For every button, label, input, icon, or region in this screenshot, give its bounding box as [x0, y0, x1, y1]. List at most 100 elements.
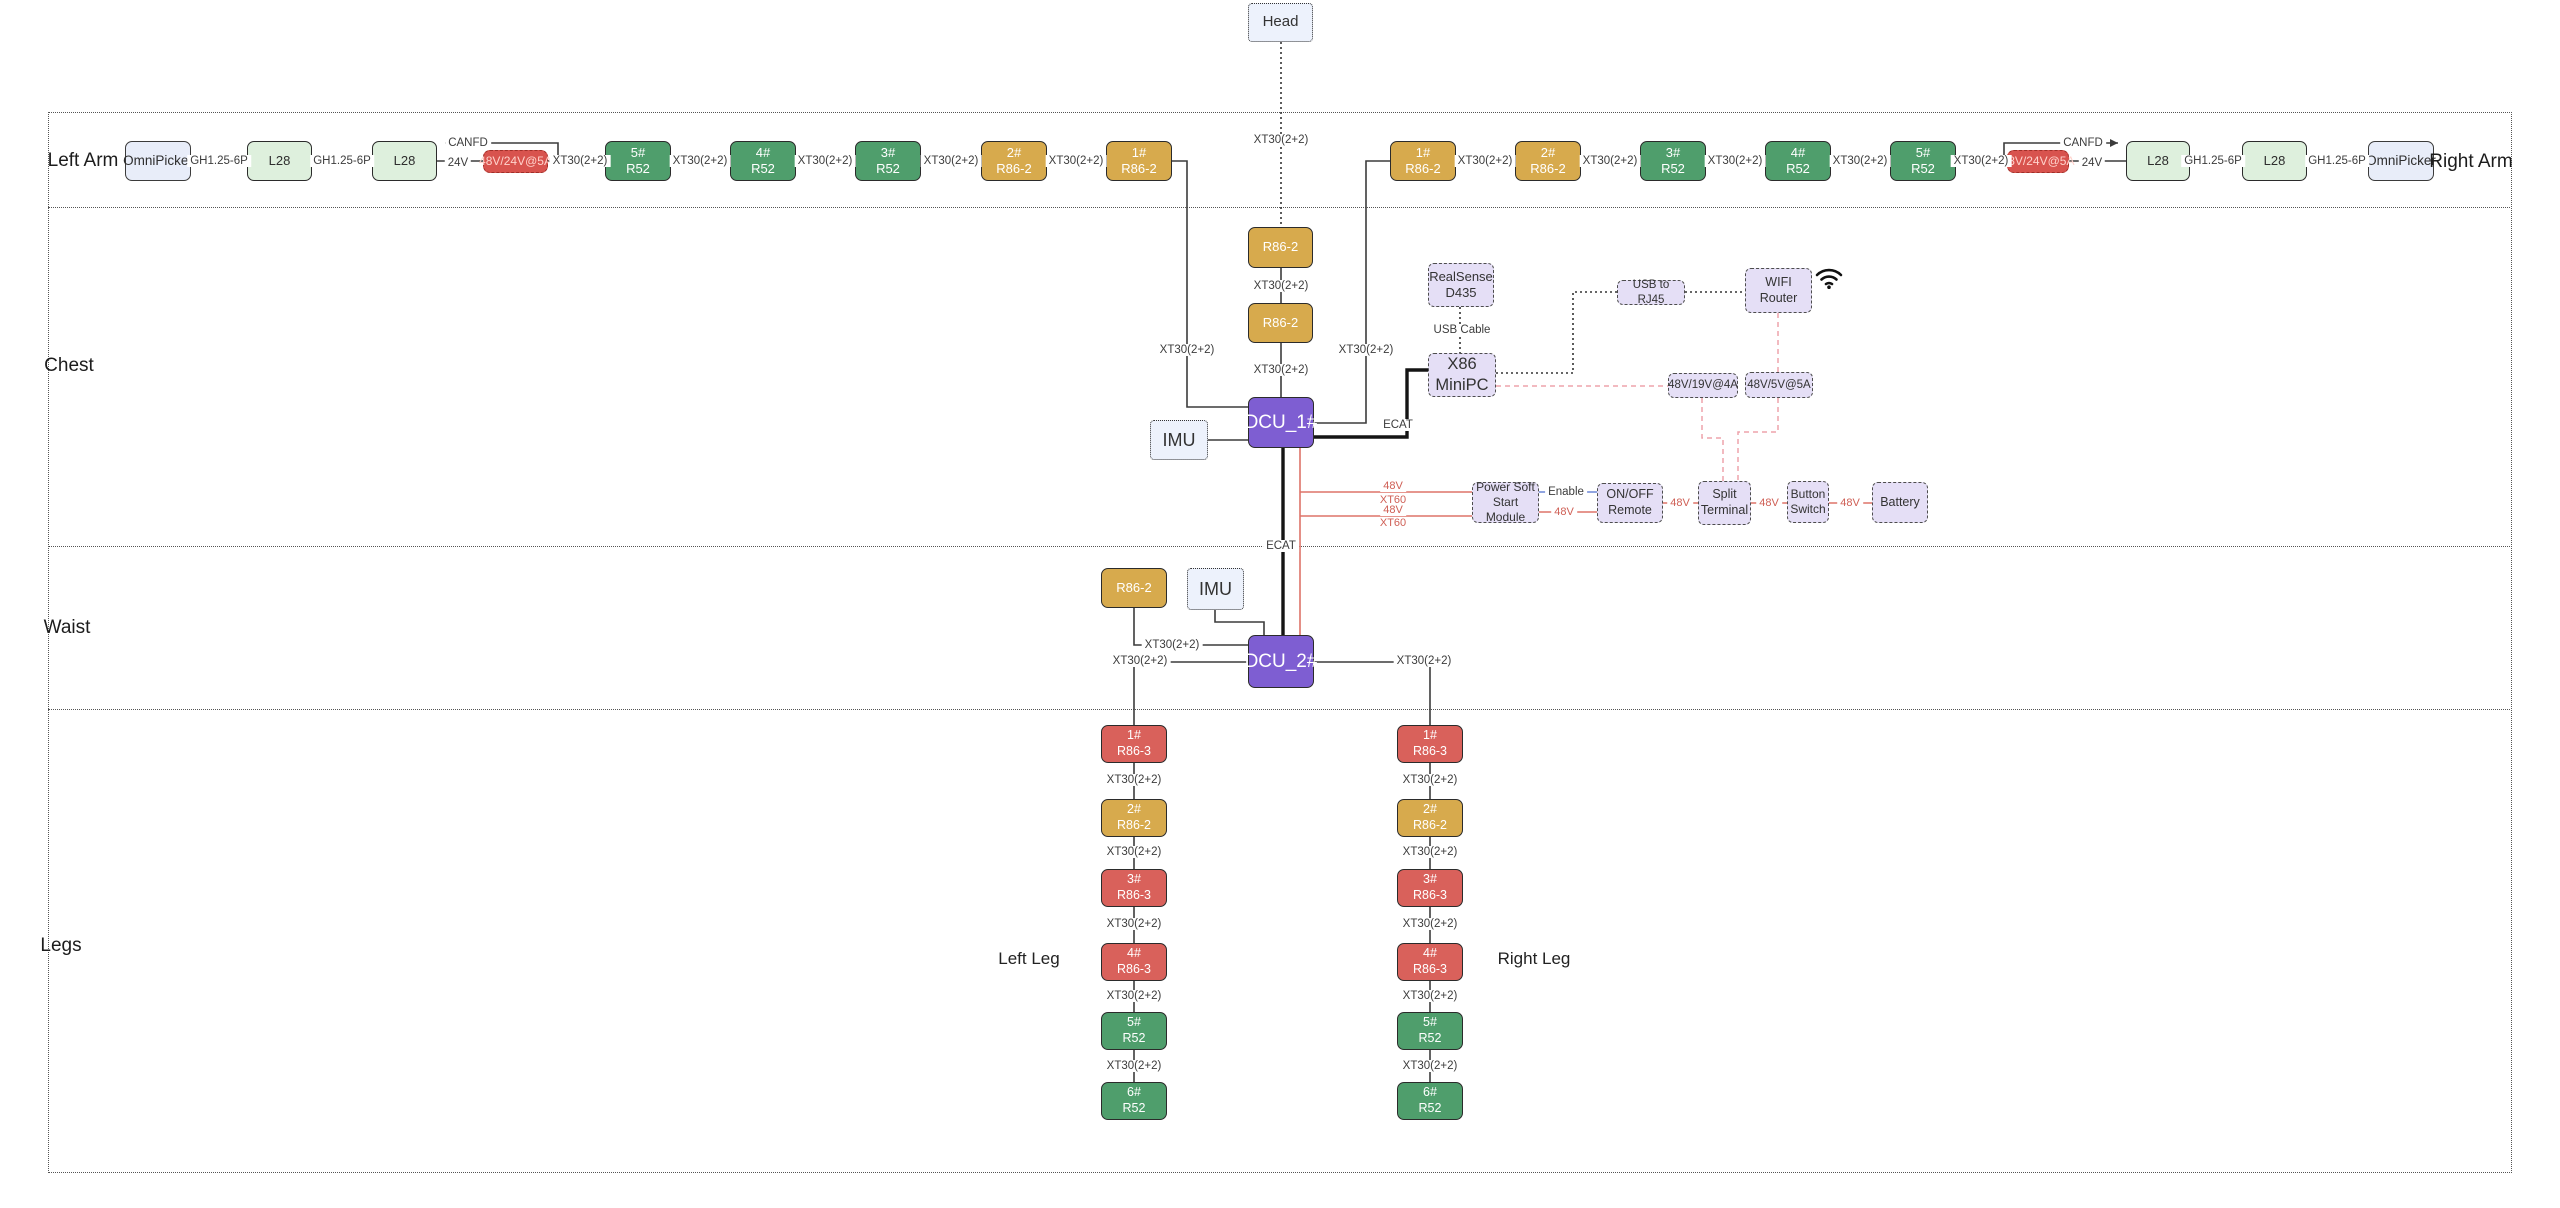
wire-label: GH1.25-6P — [2181, 155, 2245, 167]
wire-label: CANFD — [445, 137, 491, 149]
wire-label: CANFD — [2060, 137, 2106, 149]
wire-label: 48V — [1667, 497, 1693, 509]
label-legs: Legs — [40, 935, 82, 956]
left-arm-motor-5-node: 5# R52 — [605, 141, 671, 181]
edge-dcu1-to-right-arm — [1314, 160, 1390, 424]
section-divider — [48, 207, 2510, 208]
l28-left-1-node: L28 — [247, 141, 312, 181]
wire-label: 48V — [1380, 480, 1406, 492]
wire-label: GH1.25-6P — [2305, 155, 2369, 167]
right-leg-motor-2-node: 2# R86-2 — [1397, 799, 1463, 837]
section-divider — [48, 709, 2510, 710]
label-chest: Chest — [44, 355, 94, 376]
edge-dcu2-left-leg — [1133, 661, 1248, 725]
chest-motor-r86-2-a-node: R86-2 — [1248, 227, 1313, 268]
wire-label: 48V — [1837, 497, 1863, 509]
label-waist: Waist — [43, 617, 91, 638]
arrowhead-canfd-right — [2110, 139, 2118, 147]
wire-label: GH1.25-6P — [187, 155, 251, 167]
wire-label: XT30(2+2) — [1156, 344, 1218, 356]
wire-label: XT30(2+2) — [1103, 1060, 1165, 1072]
wifi-icon — [1815, 268, 1843, 289]
wire-label: XT30(2+2) — [1399, 990, 1461, 1002]
usb-to-rj45-node: USB to RJ45 — [1617, 279, 1685, 306]
right-arm-motor-2-node: 2# R86-2 — [1515, 141, 1581, 181]
wire-label: XT30(2+2) — [1950, 155, 2012, 167]
left-arm-motor-4-node: 4# R52 — [730, 141, 796, 181]
wire-label: XT30(2+2) — [1454, 155, 1516, 167]
wire-label: XT30(2+2) — [1579, 155, 1641, 167]
wire-label: Right Leg — [1497, 949, 1571, 968]
wire-label: XT30(2+2) — [1141, 639, 1203, 651]
button-switch-node: Button Switch — [1787, 481, 1829, 523]
on-off-remote-node: ON/OFF Remote — [1597, 483, 1663, 523]
right-arm-motor-3-node: 3# R52 — [1640, 141, 1706, 181]
wire-label: XT30(2+2) — [1399, 774, 1461, 786]
wire-label: XT30(2+2) — [1829, 155, 1891, 167]
wire-label: XT30(2+2) — [1250, 364, 1312, 376]
wire-label: 24V — [444, 157, 472, 169]
wire-label: 48V — [1551, 506, 1577, 518]
wire-label: XT30(2+2) — [1103, 918, 1165, 930]
head-node: Head — [1248, 3, 1313, 42]
dcu-1-node: DCU_1# — [1245, 397, 1317, 448]
left-leg-motor-5-node: 5# R52 — [1101, 1012, 1167, 1050]
right-leg-motor-5-node: 5# R52 — [1397, 1012, 1463, 1050]
dcu-2-node: DCU_2# — [1245, 635, 1317, 688]
dcdc-48v-19v-node: 48V/19V@4A — [1668, 373, 1738, 398]
wire-label: ECAT — [1263, 540, 1299, 552]
right-leg-motor-1-node: 1# R86-3 — [1397, 725, 1463, 763]
wire-label: XT30(2+2) — [794, 155, 856, 167]
l28-left-2-node: L28 — [372, 141, 437, 181]
wifi-router-node: WIFI Router — [1745, 268, 1812, 313]
wire-label: XT30(2+2) — [1704, 155, 1766, 167]
wire-label: 48V — [1756, 497, 1782, 509]
wire-label: XT30(2+2) — [669, 155, 731, 167]
left-leg-motor-2-node: 2# R86-2 — [1101, 799, 1167, 837]
left-arm-motor-2-node: 2# R86-2 — [981, 141, 1047, 181]
wire-label: XT30(2+2) — [1250, 280, 1312, 292]
dcdc-right-48v-24v-node: 48V/24V@5A — [2002, 150, 2074, 173]
wire-label: XT30(2+2) — [1103, 990, 1165, 1002]
edge-lan-1 — [1496, 291, 1617, 374]
omnipicker-right-node: OmniPicker — [2366, 141, 2436, 181]
edge-ecat-dcu1-pc — [1314, 368, 1428, 439]
wire-label: XT60 — [1376, 494, 1410, 506]
dcdc-48v-5v-node: 48V/5V@5A — [1745, 372, 1813, 398]
right-arm-motor-5-node: 5# R52 — [1890, 141, 1956, 181]
imu-waist-node: IMU — [1187, 568, 1244, 610]
wire-label: XT30(2+2) — [1103, 774, 1165, 786]
x86-minipc-node: X86 MiniPC — [1428, 353, 1496, 397]
right-leg-motor-3-node: 3# R86-3 — [1397, 869, 1463, 907]
wire-label: XT30(2+2) — [549, 155, 611, 167]
wire-label: ECAT — [1380, 419, 1416, 431]
wire-label: XT30(2+2) — [1393, 655, 1455, 667]
wire-label: XT30(2+2) — [1103, 846, 1165, 858]
left-leg-motor-4-node: 4# R86-3 — [1101, 943, 1167, 981]
left-arm-motor-3-node: 3# R52 — [855, 141, 921, 181]
wire-label: Left Leg — [998, 949, 1060, 968]
omnipicker-left-node: OmniPicker — [123, 141, 193, 181]
edge-pwr-19v-split — [1701, 398, 1724, 481]
wire-label: GH1.25-6P — [310, 155, 374, 167]
wire-label: XT30(2+2) — [1335, 344, 1397, 356]
wire-label: Enable — [1545, 486, 1587, 498]
wire-label: XT30(2+2) — [1399, 1060, 1461, 1072]
label-left-arm: Left Arm — [47, 150, 119, 171]
right-leg-motor-4-node: 4# R86-3 — [1397, 943, 1463, 981]
battery-node: Battery — [1872, 482, 1928, 523]
edge-left-arm-to-dcu1 — [1172, 160, 1248, 408]
edge-dcu2-right-leg — [1314, 661, 1431, 725]
right-arm-motor-1-node: 1# R86-2 — [1390, 141, 1456, 181]
edge-pwr-5v-split — [1737, 398, 1779, 481]
waist-motor-r86-2-node: R86-2 — [1101, 568, 1167, 608]
split-terminal-node: Split Terminal — [1698, 481, 1751, 525]
wire-label: XT30(2+2) — [1399, 918, 1461, 930]
edge-imu-waist-link — [1214, 610, 1265, 635]
realsense-d435-node: RealSense D435 — [1428, 263, 1494, 307]
l28-right-2-node: L28 — [2242, 141, 2307, 181]
label-right-arm: Right Arm — [2429, 151, 2513, 172]
wire-label: XT60 — [1376, 517, 1410, 529]
